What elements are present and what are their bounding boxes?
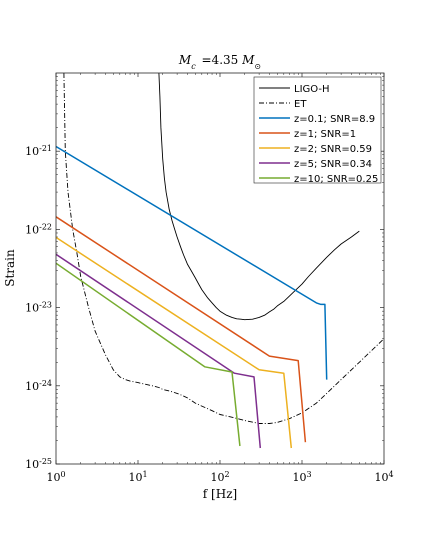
- legend-label-6: z=10; SNR=0.25: [294, 174, 378, 185]
- x-tick-label: 102: [210, 470, 229, 485]
- series-line-3: [56, 216, 307, 443]
- series-line-6: [56, 262, 241, 447]
- series-line-2: [56, 145, 328, 380]
- legend-label-5: z=5; SNR=0.34: [294, 159, 372, 170]
- series-line-0: [158, 73, 360, 321]
- legend-label-4: z=2; SNR=0.59: [294, 144, 372, 155]
- legend-label-3: z=1; SNR=1: [294, 129, 356, 140]
- legend-label-2: z=0.1; SNR=8.9: [294, 114, 375, 125]
- y-tick-label: 10-23: [25, 300, 52, 315]
- y-tick-label: 10-24: [25, 378, 52, 393]
- series-line-1: [63, 73, 384, 424]
- legend: LIGO-H ET z=0.1; SNR=8.9 z=1; SNR=1 z=2; SNR…: [253, 76, 382, 185]
- x-tick-label: 100: [46, 470, 65, 485]
- axis-ticks: 100 101 102 103 104 10-25 10-24 10-23 10-22 10-21: [25, 73, 394, 485]
- x-axis-label: f [Hz]: [203, 487, 237, 501]
- legend-label-0: LIGO-H: [294, 84, 330, 95]
- y-axis-label: Strain: [3, 249, 17, 287]
- legend-label-1: ET: [294, 99, 307, 110]
- y-tick-label: 10-21: [25, 144, 52, 159]
- series-lines: [56, 73, 384, 449]
- x-tick-label: 101: [128, 470, 147, 485]
- y-tick-label: 10-25: [25, 457, 52, 472]
- chart-title: Mc =4.35 M⊙: [178, 53, 261, 71]
- plot-frame: [55, 72, 385, 465]
- series-line-5: [56, 253, 262, 449]
- y-tick-label: 10-22: [25, 222, 52, 237]
- x-tick-label: 103: [292, 470, 311, 485]
- x-tick-label: 104: [374, 470, 393, 485]
- legend-box: [253, 76, 382, 184]
- series-line-4: [56, 236, 293, 449]
